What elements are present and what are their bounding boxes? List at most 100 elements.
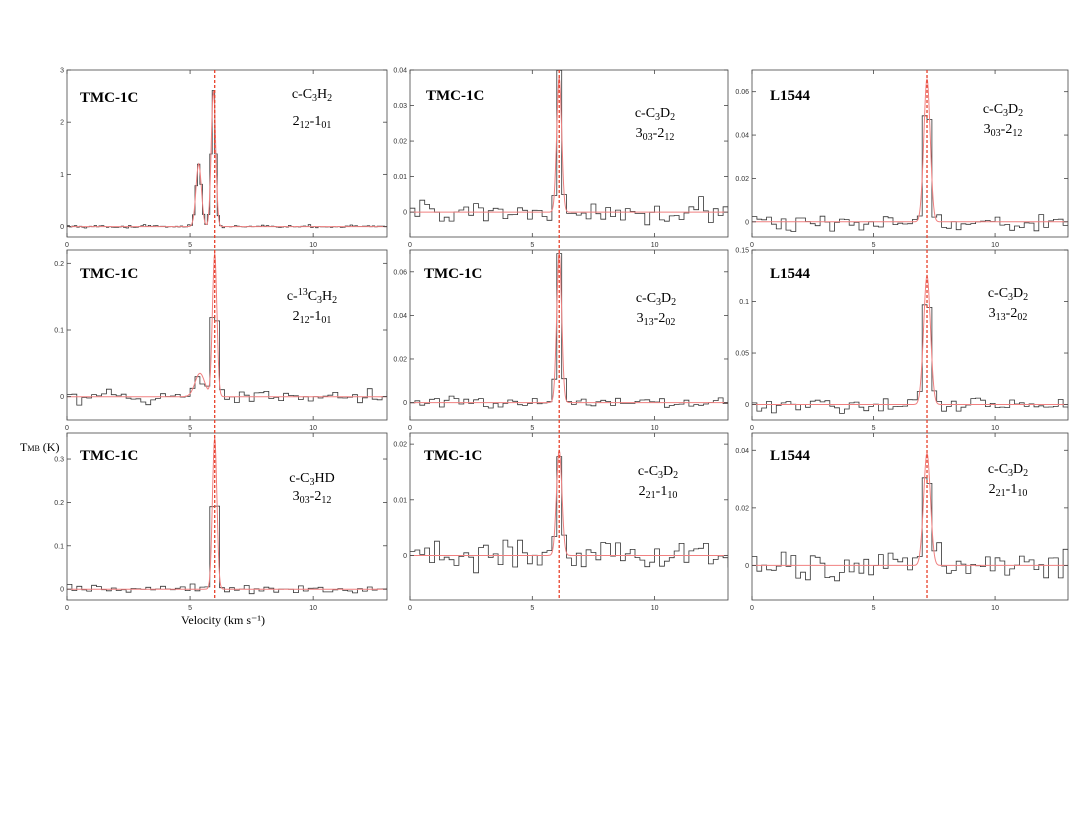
x-tick-label: 0 bbox=[408, 242, 412, 249]
species-label: c-C3​HD bbox=[289, 471, 334, 488]
y-tick-label: 0 bbox=[745, 219, 749, 226]
transition-label: 313​-202​ bbox=[989, 306, 1028, 323]
source-label: TMC-1C bbox=[426, 88, 484, 104]
spectrum-panel: 0 5 10 0 0.1 0.2 TMC-1C c-13​C3​H2​ 212​-101​ bbox=[54, 249, 388, 432]
spectrum-panel: 0 5 10 0 0.05 0.1 0.15 L1544 c-C3​D2​ 313​-202​ bbox=[735, 248, 1069, 432]
y-tick-label: 0.04 bbox=[393, 68, 407, 75]
x-tick-label: 5 bbox=[872, 425, 876, 432]
plot-frame bbox=[409, 69, 729, 238]
x-tick-label: 5 bbox=[872, 605, 876, 612]
species-label: c-13​C3​H2​ bbox=[287, 287, 337, 306]
x-tick-label: 10 bbox=[309, 605, 317, 612]
x-tick-label: 5 bbox=[188, 605, 192, 612]
spectrum-panel: 0 5 10 0 0.02 0.04 0.06 L1544 c-C3​D2​ 303​-212​ bbox=[735, 69, 1069, 249]
plot-frame bbox=[409, 432, 729, 601]
y-tick-label: 0 bbox=[403, 553, 407, 560]
y-tick-label: 0.1 bbox=[54, 328, 64, 335]
y-tick-label: 0 bbox=[403, 210, 407, 217]
observed-spectrum bbox=[410, 70, 728, 226]
source-label: TMC-1C bbox=[424, 266, 482, 282]
species-label: c-C3​D2​ bbox=[983, 102, 1023, 119]
plot-frame bbox=[66, 249, 388, 421]
plot-frame bbox=[66, 432, 388, 601]
x-tick-label: 0 bbox=[750, 242, 754, 249]
x-tick-label: 10 bbox=[991, 425, 999, 432]
fit-profile bbox=[752, 274, 1068, 405]
y-tick-label: 0.02 bbox=[393, 139, 407, 146]
y-tick-label: 0 bbox=[745, 402, 749, 409]
y-tick-label: 0.06 bbox=[393, 269, 407, 276]
y-tick-label: 2 bbox=[60, 120, 64, 127]
x-tick-label: 10 bbox=[651, 605, 659, 612]
y-tick-label: 0.2 bbox=[54, 261, 64, 268]
x-tick-label: 5 bbox=[530, 605, 534, 612]
y-tick-label: 0.02 bbox=[393, 442, 407, 449]
species-label: c-C3​H2​ bbox=[292, 87, 332, 104]
source-label: L1544 bbox=[770, 266, 811, 282]
y-tick-label: 0.1 bbox=[54, 543, 64, 550]
y-tick-label: 1 bbox=[60, 172, 64, 179]
species-label: c-C3​D2​ bbox=[635, 106, 675, 123]
y-tick-label: 0 bbox=[60, 394, 64, 401]
spectrum-panel: 0 5 10 0 0.02 0.04 L1544 c-C3​D2​ 221​-110​ bbox=[735, 432, 1069, 612]
spectrum-panel: 0 5 10 0 0.01 0.02 0.03 0.04 TMC-1C c-C3​D2​ 303​-… bbox=[393, 68, 729, 249]
y-tick-label: 0.04 bbox=[735, 448, 749, 455]
y-tick-label: 0.15 bbox=[735, 248, 749, 255]
x-tick-label: 0 bbox=[65, 605, 69, 612]
plot-frame bbox=[751, 249, 1069, 421]
y-axis-title-sub: MB bbox=[27, 444, 39, 453]
transition-label: 303​-212​ bbox=[984, 122, 1023, 139]
spectrum-panel: 0 5 10 0 0.01 0.02 TMC-1C c-C3​D2​ 221​-110​ bbox=[393, 432, 729, 612]
source-label: L1544 bbox=[770, 448, 811, 464]
plot-frame bbox=[751, 432, 1069, 601]
source-label: TMC-1C bbox=[80, 266, 138, 282]
x-tick-label: 10 bbox=[309, 425, 317, 432]
x-tick-label: 5 bbox=[530, 242, 534, 249]
plot-frame bbox=[409, 249, 729, 421]
y-tick-label: 0.1 bbox=[739, 299, 749, 306]
x-axis-title: Velocity (km s⁻¹) bbox=[181, 613, 265, 627]
x-tick-label: 5 bbox=[530, 425, 534, 432]
y-axis-title: TMB (K) bbox=[20, 440, 59, 454]
x-tick-label: 0 bbox=[750, 425, 754, 432]
x-tick-label: 10 bbox=[651, 242, 659, 249]
source-label: L1544 bbox=[770, 88, 811, 104]
y-tick-label: 0 bbox=[403, 400, 407, 407]
x-tick-label: 5 bbox=[872, 242, 876, 249]
fit-profile bbox=[67, 437, 387, 590]
x-tick-label: 0 bbox=[408, 425, 412, 432]
y-tick-label: 0.02 bbox=[393, 356, 407, 363]
x-tick-label: 0 bbox=[750, 605, 754, 612]
observed-spectrum bbox=[67, 90, 387, 229]
species-label: c-C3​D2​ bbox=[988, 462, 1028, 479]
y-tick-label: 0.02 bbox=[735, 176, 749, 183]
transition-label: 221​-110​ bbox=[989, 482, 1028, 499]
species-label: c-C3​D2​ bbox=[988, 286, 1028, 303]
plot-frame bbox=[751, 69, 1069, 238]
y-tick-label: 0.04 bbox=[393, 313, 407, 320]
y-tick-label: 0 bbox=[745, 563, 749, 570]
fit-profile bbox=[752, 451, 1068, 566]
transition-label: 221​-110​ bbox=[639, 484, 678, 501]
x-tick-label: 10 bbox=[991, 605, 999, 612]
fit-profile bbox=[410, 77, 728, 213]
x-tick-label: 0 bbox=[65, 242, 69, 249]
y-tick-label: 0.2 bbox=[54, 500, 64, 507]
source-label: TMC-1C bbox=[80, 90, 138, 106]
transition-label: 212​-101​ bbox=[293, 114, 332, 131]
x-tick-label: 10 bbox=[309, 242, 317, 249]
x-tick-label: 0 bbox=[408, 605, 412, 612]
spectra-panels: 0 5 10 0 1 2 3 TMC-1C c-C3​H2​ 212​-101​ 0 5 10 0 0.01… bbox=[54, 68, 1069, 612]
species-label: c-C3​D2​ bbox=[638, 464, 678, 481]
fit-profile bbox=[410, 449, 728, 556]
transition-label: 212​-101​ bbox=[293, 309, 332, 326]
y-tick-label: 0 bbox=[60, 224, 64, 231]
x-tick-label: 5 bbox=[188, 242, 192, 249]
y-tick-label: 0.03 bbox=[393, 103, 407, 110]
transition-label: 303​-212​ bbox=[293, 489, 332, 506]
observed-spectrum bbox=[410, 456, 728, 574]
source-label: TMC-1C bbox=[80, 448, 138, 464]
spectrum-panel: 0 5 10 0 1 2 3 TMC-1C c-C3​H2​ 212​-101​ bbox=[60, 68, 388, 249]
y-tick-label: 0.3 bbox=[54, 457, 64, 464]
